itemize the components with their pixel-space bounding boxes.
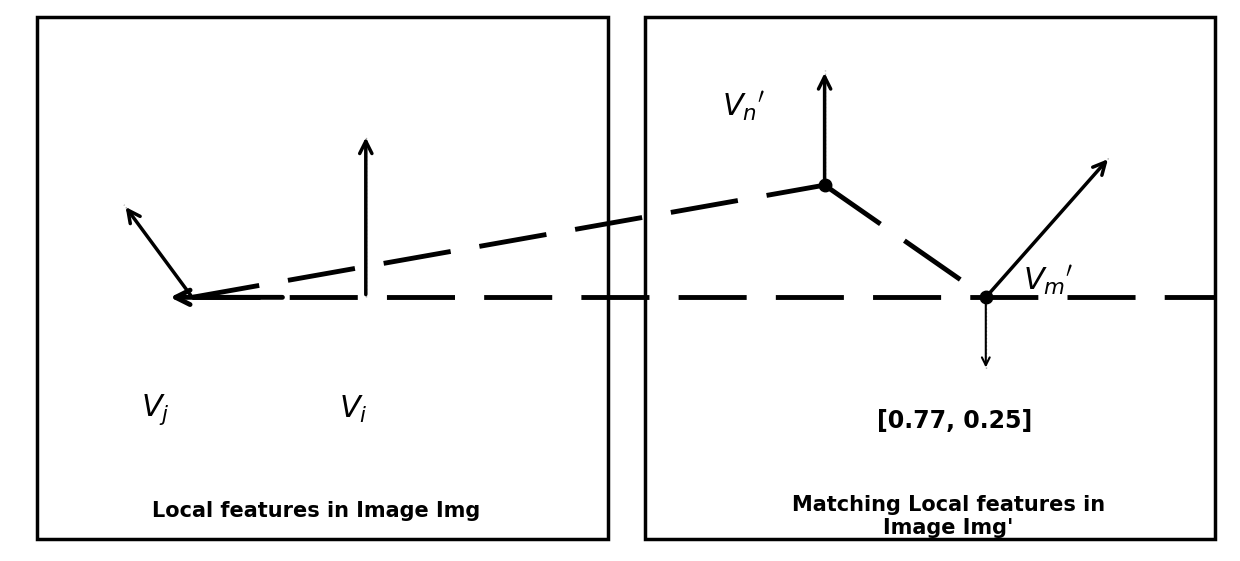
Text: [0.77, 0.25]: [0.77, 0.25]: [877, 409, 1033, 433]
FancyBboxPatch shape: [645, 17, 1215, 539]
FancyBboxPatch shape: [37, 17, 608, 539]
Text: $V_j$: $V_j$: [140, 392, 170, 427]
Text: $V_i$: $V_i$: [339, 394, 368, 425]
Text: Local features in Image Img: Local features in Image Img: [153, 500, 480, 521]
Text: $V_m{}'$: $V_m{}'$: [1023, 264, 1073, 297]
Text: $V_n{}'$: $V_n{}'$: [723, 90, 765, 123]
Text: Matching Local features in
Image Img': Matching Local features in Image Img': [792, 494, 1105, 538]
